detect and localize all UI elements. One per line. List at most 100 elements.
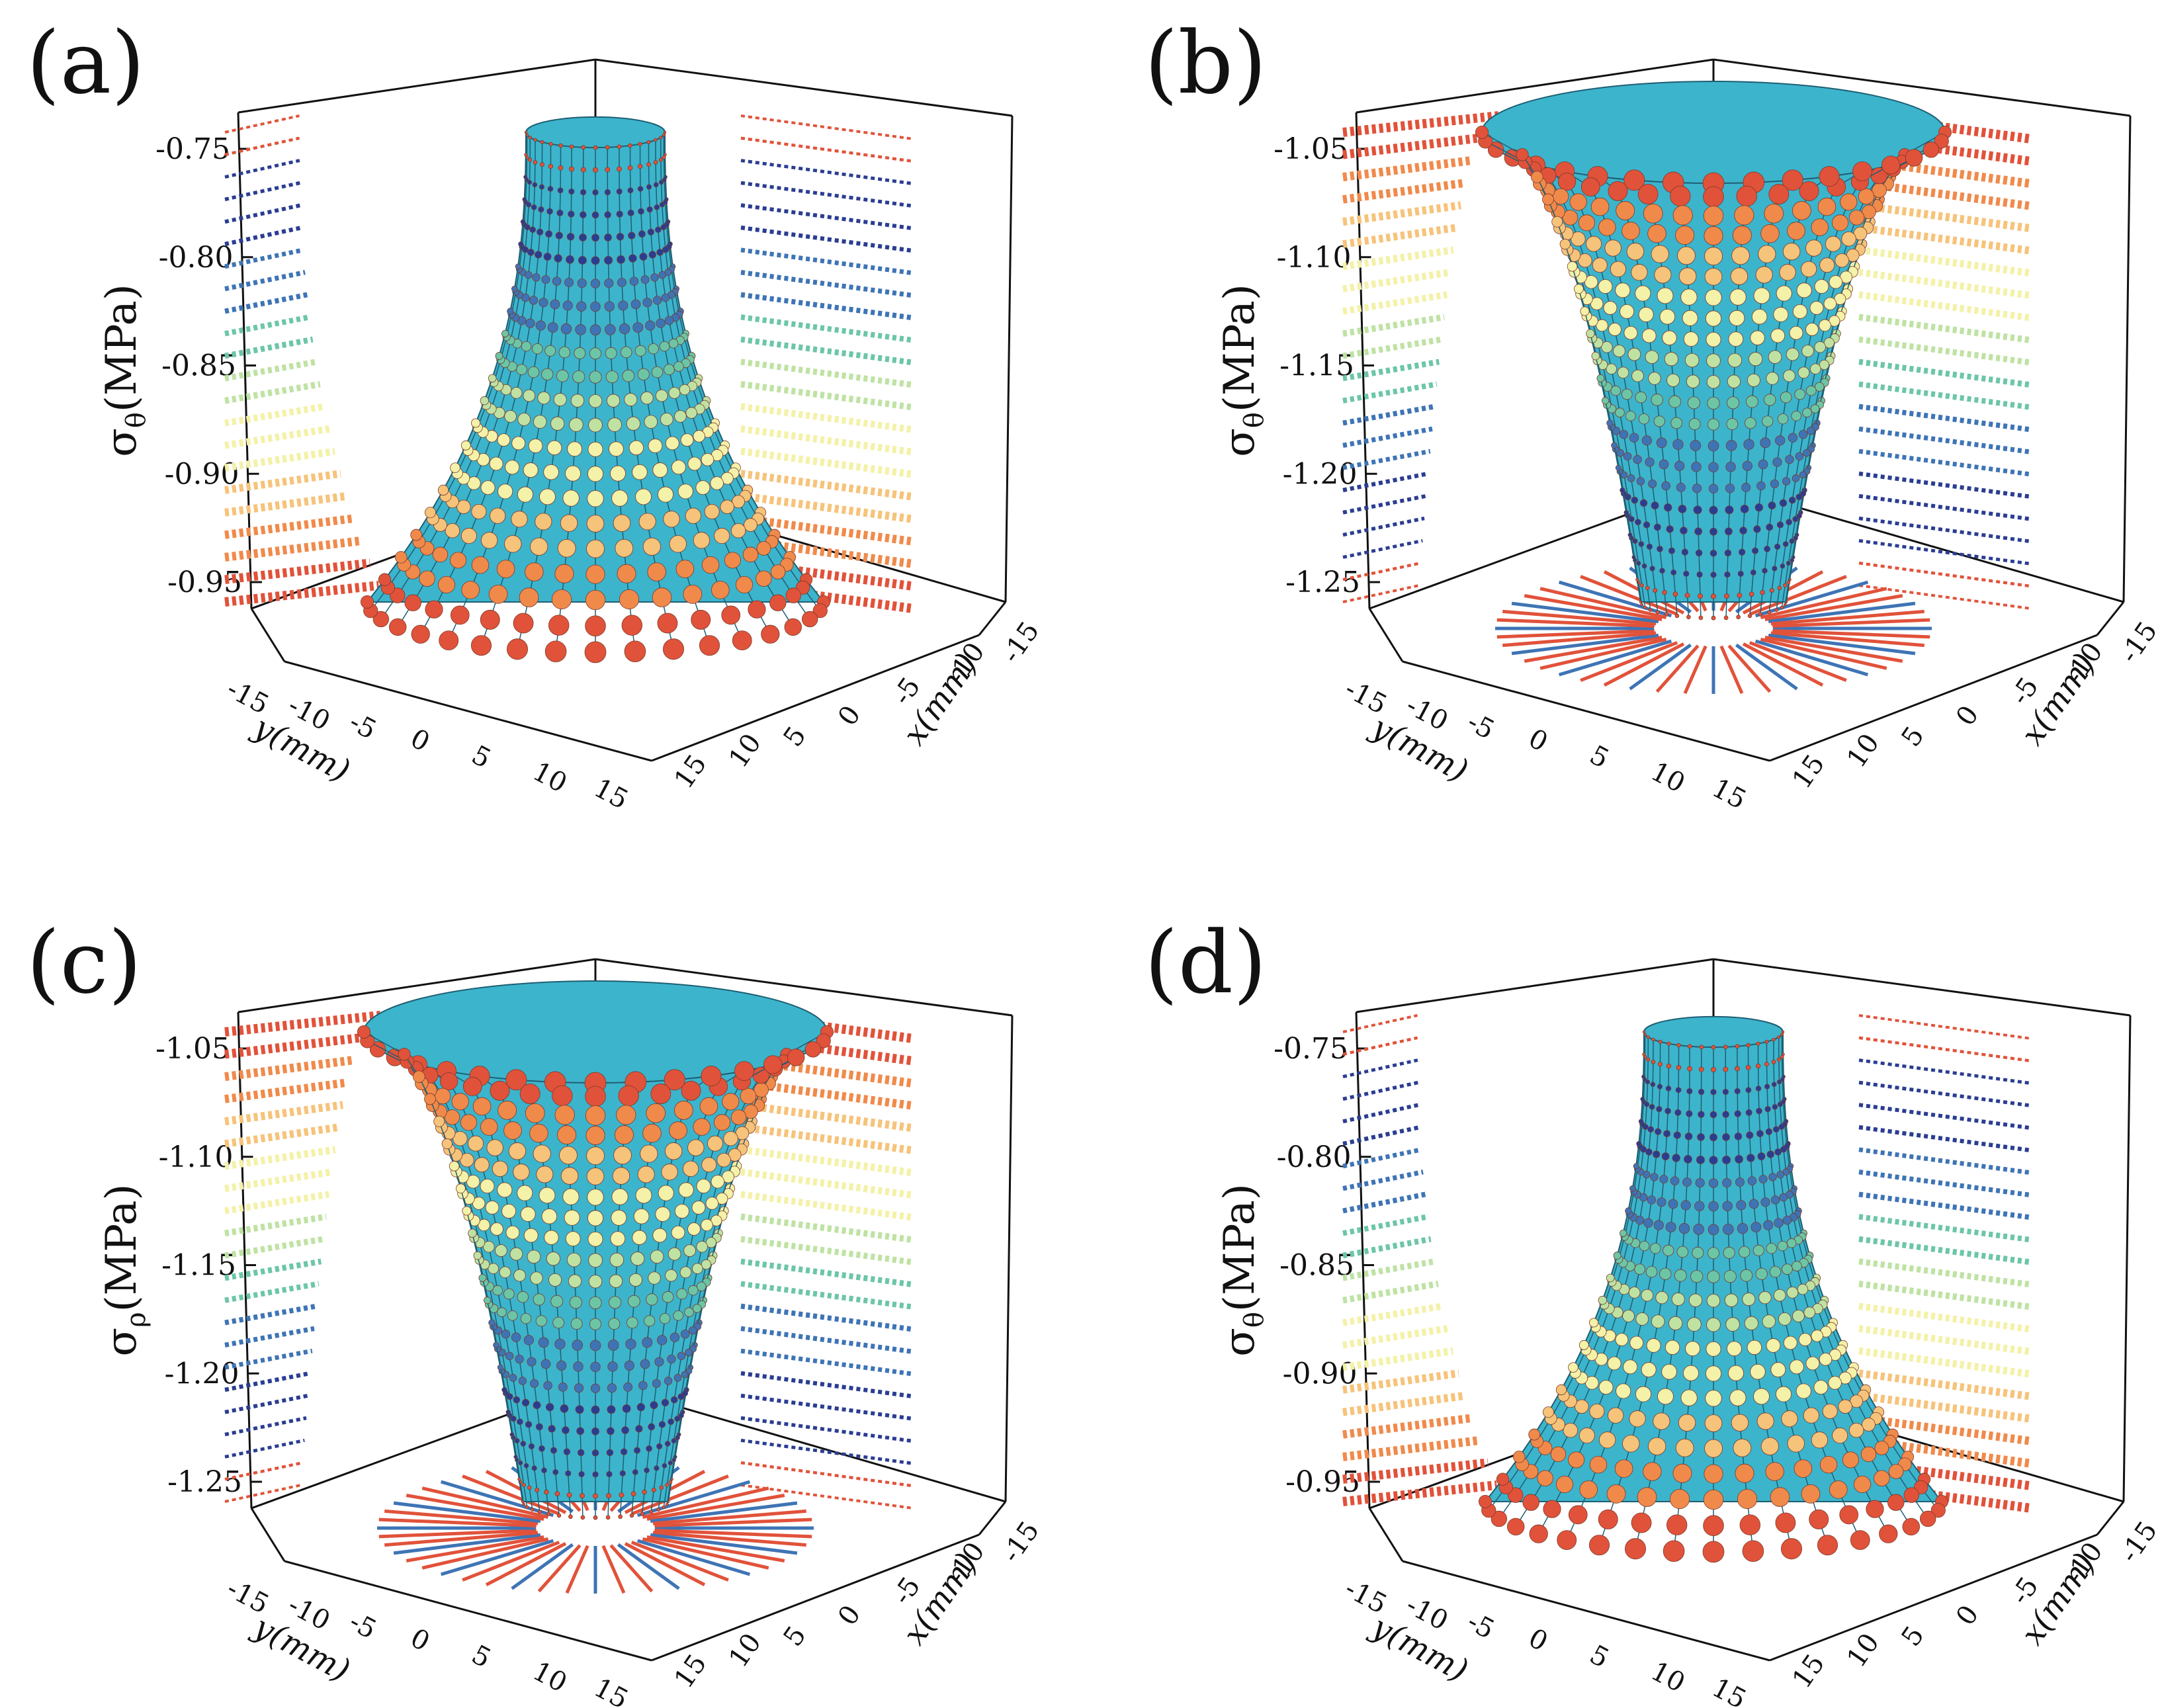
- floor-ray: [406, 1535, 544, 1562]
- surface-node: [471, 418, 481, 428]
- surface-node: [437, 484, 449, 496]
- surface-node: [1697, 593, 1703, 599]
- wall-dot-row: [740, 1146, 914, 1177]
- surface-node: [1760, 224, 1780, 243]
- surface-node: [1631, 1512, 1652, 1533]
- surface-node: [621, 615, 642, 636]
- surface-node: [486, 1139, 503, 1156]
- y-tick-label: 5: [1584, 740, 1614, 775]
- surface-node: [701, 1066, 722, 1087]
- mesh-meridian: [420, 142, 543, 635]
- x-tick-label: 15: [1787, 1649, 1831, 1694]
- surface-node: [648, 251, 656, 259]
- surface-node: [1711, 615, 1716, 620]
- wall-dot-row: [740, 225, 914, 253]
- surface-node: [528, 1443, 535, 1449]
- surface-node: [668, 1460, 673, 1465]
- surface-node: [522, 197, 527, 202]
- surface-node: [669, 535, 687, 553]
- surface-node: [655, 1207, 671, 1222]
- surface-node: [1775, 435, 1786, 446]
- surface-node: [1747, 1176, 1757, 1185]
- surface-node: [1635, 577, 1639, 581]
- surface-node: [1782, 243, 1801, 261]
- surface-node: [501, 329, 509, 337]
- surface-node: [692, 1304, 702, 1313]
- mesh-meridian: [619, 1079, 675, 1517]
- wall-dot-row: [740, 203, 914, 231]
- wall-dot-row: [1858, 561, 2032, 588]
- surface-node: [1832, 1428, 1848, 1444]
- surface-node: [1678, 505, 1687, 513]
- surface-node: [632, 1469, 638, 1475]
- surface-node: [678, 1412, 684, 1418]
- wall-dot-row: [1858, 1080, 2032, 1108]
- surface-node: [1709, 505, 1718, 515]
- surface-node: [509, 1374, 517, 1382]
- surface-node: [619, 1470, 626, 1476]
- surface-node: [539, 1445, 545, 1452]
- wall-dot-row: [740, 1258, 914, 1288]
- surface-node: [1681, 548, 1689, 556]
- surface-node: [1887, 1494, 1905, 1511]
- surface-node: [744, 518, 757, 532]
- surface-node: [1747, 613, 1752, 619]
- surface-node: [629, 277, 639, 286]
- surface-node: [683, 584, 703, 604]
- wall-dot-row: [1342, 1214, 1428, 1236]
- surface-node: [546, 1512, 551, 1516]
- wall-dot-row: [224, 247, 304, 269]
- box-edge: [284, 660, 652, 762]
- wall-dot-row: [740, 1168, 914, 1199]
- surface-node: [648, 1271, 661, 1285]
- surface-node: [441, 1138, 453, 1150]
- wall-dot-row: [1342, 201, 1461, 226]
- x-tick-label: 5: [778, 1621, 812, 1652]
- surface-node: [544, 1489, 549, 1495]
- surface-node: [1699, 1045, 1704, 1050]
- surface-node: [574, 1383, 584, 1393]
- surface-node: [1703, 1489, 1724, 1510]
- surface-node: [1751, 308, 1768, 325]
- surface-node: [1753, 287, 1770, 304]
- wall-dot-row: [740, 336, 914, 366]
- surface-node: [419, 570, 435, 587]
- surface-node: [618, 300, 628, 311]
- surface-node: [1635, 1386, 1652, 1402]
- surface-node: [1580, 306, 1590, 316]
- surface-node: [1850, 1530, 1870, 1551]
- surface-node: [1694, 1201, 1705, 1211]
- wall-dot-row: [1858, 516, 2032, 544]
- surface-node: [508, 1142, 527, 1160]
- mesh-meridian: [1566, 1043, 1670, 1541]
- mesh-meridian: [555, 147, 584, 652]
- wall-dot-row: [224, 1123, 339, 1148]
- wall-dot-row: [1342, 111, 1499, 137]
- surface-node: [623, 1382, 633, 1392]
- surface-node: [532, 343, 543, 355]
- surface-node: [566, 255, 574, 264]
- box-edge: [238, 958, 596, 1013]
- surface-node: [587, 1231, 603, 1247]
- surface-node: [1622, 222, 1640, 240]
- surface-node: [533, 1293, 545, 1306]
- surface-node: [1771, 1082, 1777, 1088]
- surface-node: [1848, 210, 1865, 226]
- surface-node: [660, 413, 673, 426]
- wall-dot-row: [1342, 1391, 1466, 1416]
- surface-node: [1758, 1175, 1768, 1184]
- box-edge: [651, 1533, 980, 1662]
- surface-node: [578, 255, 587, 265]
- surface-node: [606, 1471, 613, 1478]
- wall-projection: [1342, 111, 2032, 610]
- surface-node: [552, 1469, 559, 1475]
- surface-node: [579, 1493, 585, 1499]
- surface-node: [1725, 440, 1737, 451]
- surface-node: [1659, 459, 1669, 470]
- surface-node: [1662, 589, 1667, 595]
- surface-node: [513, 1455, 518, 1459]
- surface-node: [1708, 1178, 1719, 1188]
- surface-node: [609, 1296, 622, 1309]
- surface-node: [1774, 543, 1781, 550]
- surface-node: [413, 1070, 425, 1083]
